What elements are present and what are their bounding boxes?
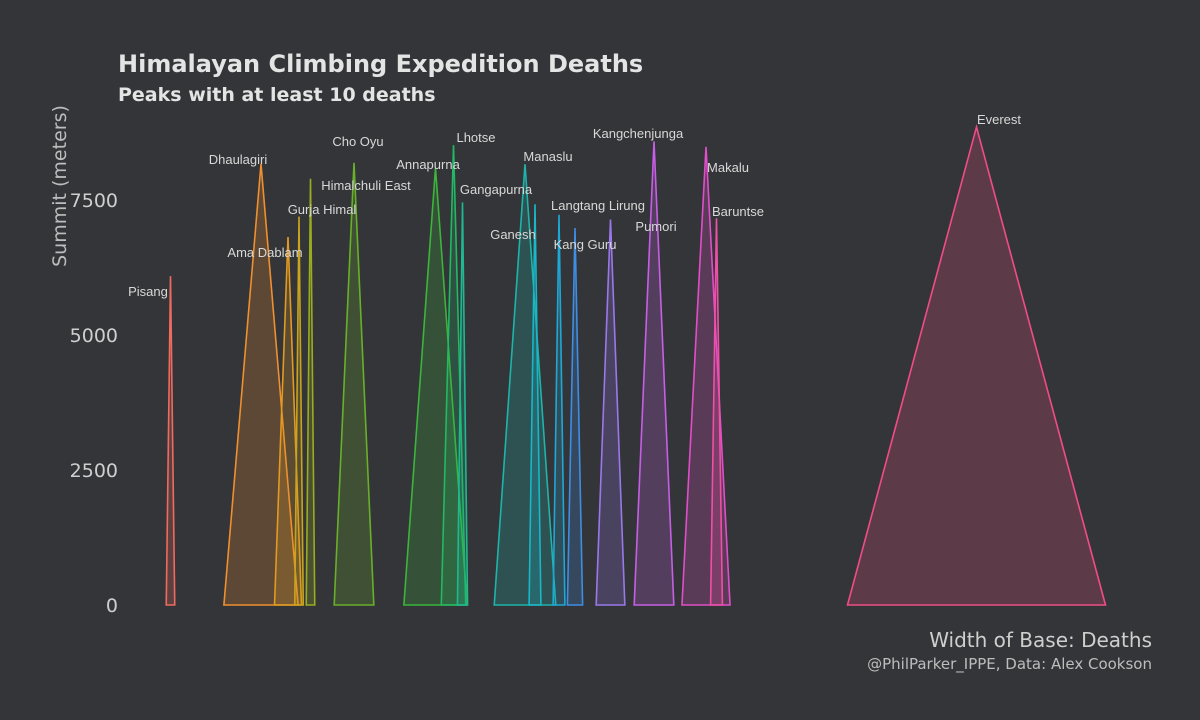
peak-label: Ama Dablam (227, 245, 302, 260)
y-axis-ticks: 0 2500 5000 7500 (70, 190, 118, 617)
peak-triangle (305, 178, 316, 606)
peak-label: Pumori (635, 219, 676, 234)
peak-triangle (456, 202, 469, 606)
peak-triangle (493, 164, 557, 606)
peak-label: Kang Guru (554, 237, 617, 252)
peak-label: Lhotse (456, 130, 495, 145)
peak-label: Makalu (707, 160, 749, 175)
peak-label: Gurja Himal (288, 202, 357, 217)
peak-labels: Pisang Dhaulagiri Ama Dablam Gurja Himal Him… (128, 112, 1021, 299)
peak-triangle (273, 237, 303, 606)
peak-label: Pisang (128, 284, 168, 299)
peak-triangle (595, 219, 626, 606)
y-tick-label: 7500 (70, 190, 118, 212)
chart-title: Himalayan Climbing Expedition Deaths (118, 50, 644, 78)
peak-label: Gangapurna (460, 182, 533, 197)
peak-triangle (633, 141, 675, 606)
y-tick-label: 2500 (70, 460, 118, 482)
peak-label: Annapurna (396, 157, 460, 172)
y-tick-label: 0 (106, 595, 118, 617)
peak-label: Baruntse (712, 204, 764, 219)
peak-triangle (293, 216, 305, 606)
x-axis-label: Width of Base: Deaths (929, 628, 1152, 652)
peak-label: Kangchenjunga (593, 126, 684, 141)
peak-triangle (165, 276, 176, 606)
peak-triangle (566, 228, 584, 606)
caption: @PhilParker_IPPE, Data: Alex Cookson (867, 655, 1152, 673)
peak-label: Manaslu (523, 149, 572, 164)
y-axis-label: Summit (meters) (49, 105, 71, 267)
peak-triangle (552, 214, 566, 606)
peak-triangle (528, 204, 542, 606)
peak-triangle (403, 168, 468, 606)
peak-triangle (681, 146, 731, 606)
peak-triangle (223, 163, 299, 606)
peak-label: Everest (977, 112, 1021, 127)
peak-label: Himalchuli East (321, 178, 411, 193)
y-tick-label: 5000 (70, 325, 118, 347)
chart-subtitle: Peaks with at least 10 deaths (118, 84, 436, 106)
peak-label: Langtang Lirung (551, 198, 645, 213)
peak-label: Cho Oyu (332, 134, 383, 149)
peak-triangle (846, 124, 1107, 606)
peak-triangle (709, 218, 724, 606)
peak-label: Ganesh (490, 227, 536, 242)
peak-label: Dhaulagiri (209, 152, 268, 167)
peak-triangles (165, 124, 1107, 606)
peak-triangle (333, 162, 375, 606)
